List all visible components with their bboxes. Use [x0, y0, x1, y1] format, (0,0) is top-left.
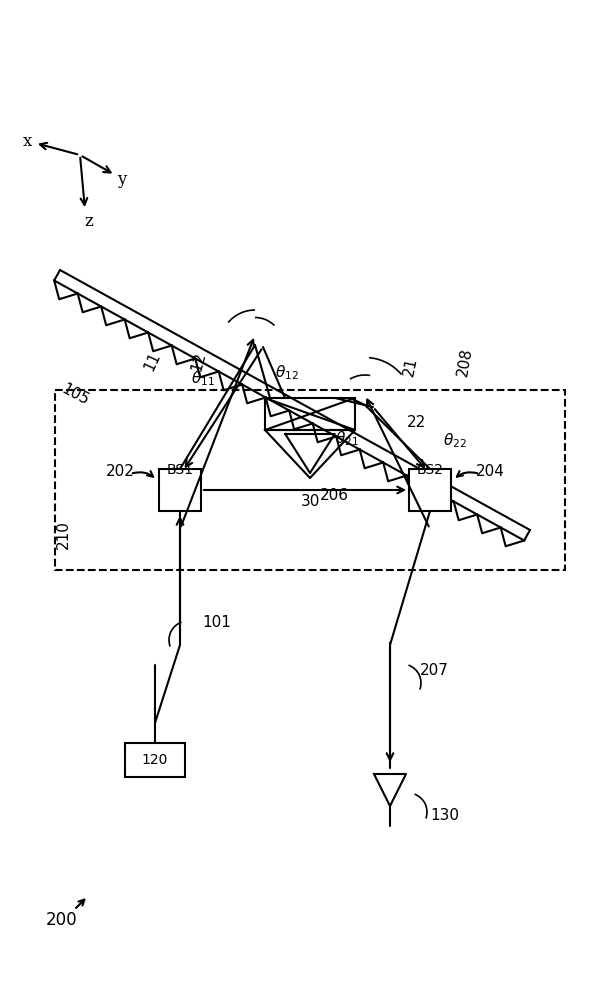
- Text: 101: 101: [202, 615, 231, 630]
- Text: 22: 22: [408, 415, 426, 430]
- Text: 210: 210: [56, 521, 70, 549]
- Text: BS1: BS1: [167, 463, 194, 477]
- Text: x: x: [23, 132, 32, 149]
- Text: y: y: [117, 170, 126, 188]
- Text: 130: 130: [430, 808, 459, 823]
- Text: $\theta_{11}$: $\theta_{11}$: [191, 369, 215, 388]
- Text: 30: 30: [301, 494, 320, 509]
- Text: 12: 12: [188, 351, 208, 373]
- Bar: [265, 398, 355, 430]
- Text: 207: 207: [420, 663, 449, 678]
- Text: 21: 21: [401, 356, 419, 378]
- Text: $\theta_{21}$: $\theta_{21}$: [335, 429, 359, 448]
- Text: 200: 200: [46, 911, 78, 929]
- Text: $\theta_{12}$: $\theta_{12}$: [275, 363, 299, 382]
- Bar: [55, 390, 565, 570]
- Text: $\theta_{22}$: $\theta_{22}$: [443, 431, 467, 450]
- Text: 202: 202: [106, 464, 134, 480]
- Bar: [125, 743, 185, 777]
- Text: 120: 120: [142, 753, 168, 767]
- Bar: [409, 469, 451, 511]
- Text: 206: 206: [320, 488, 349, 503]
- Text: 105: 105: [59, 382, 91, 408]
- Text: 208: 208: [455, 347, 475, 378]
- Text: z: z: [85, 214, 93, 231]
- Bar: [159, 469, 201, 511]
- Text: 204: 204: [475, 464, 505, 480]
- Text: BS2: BS2: [417, 463, 444, 477]
- Text: 11: 11: [141, 349, 163, 373]
